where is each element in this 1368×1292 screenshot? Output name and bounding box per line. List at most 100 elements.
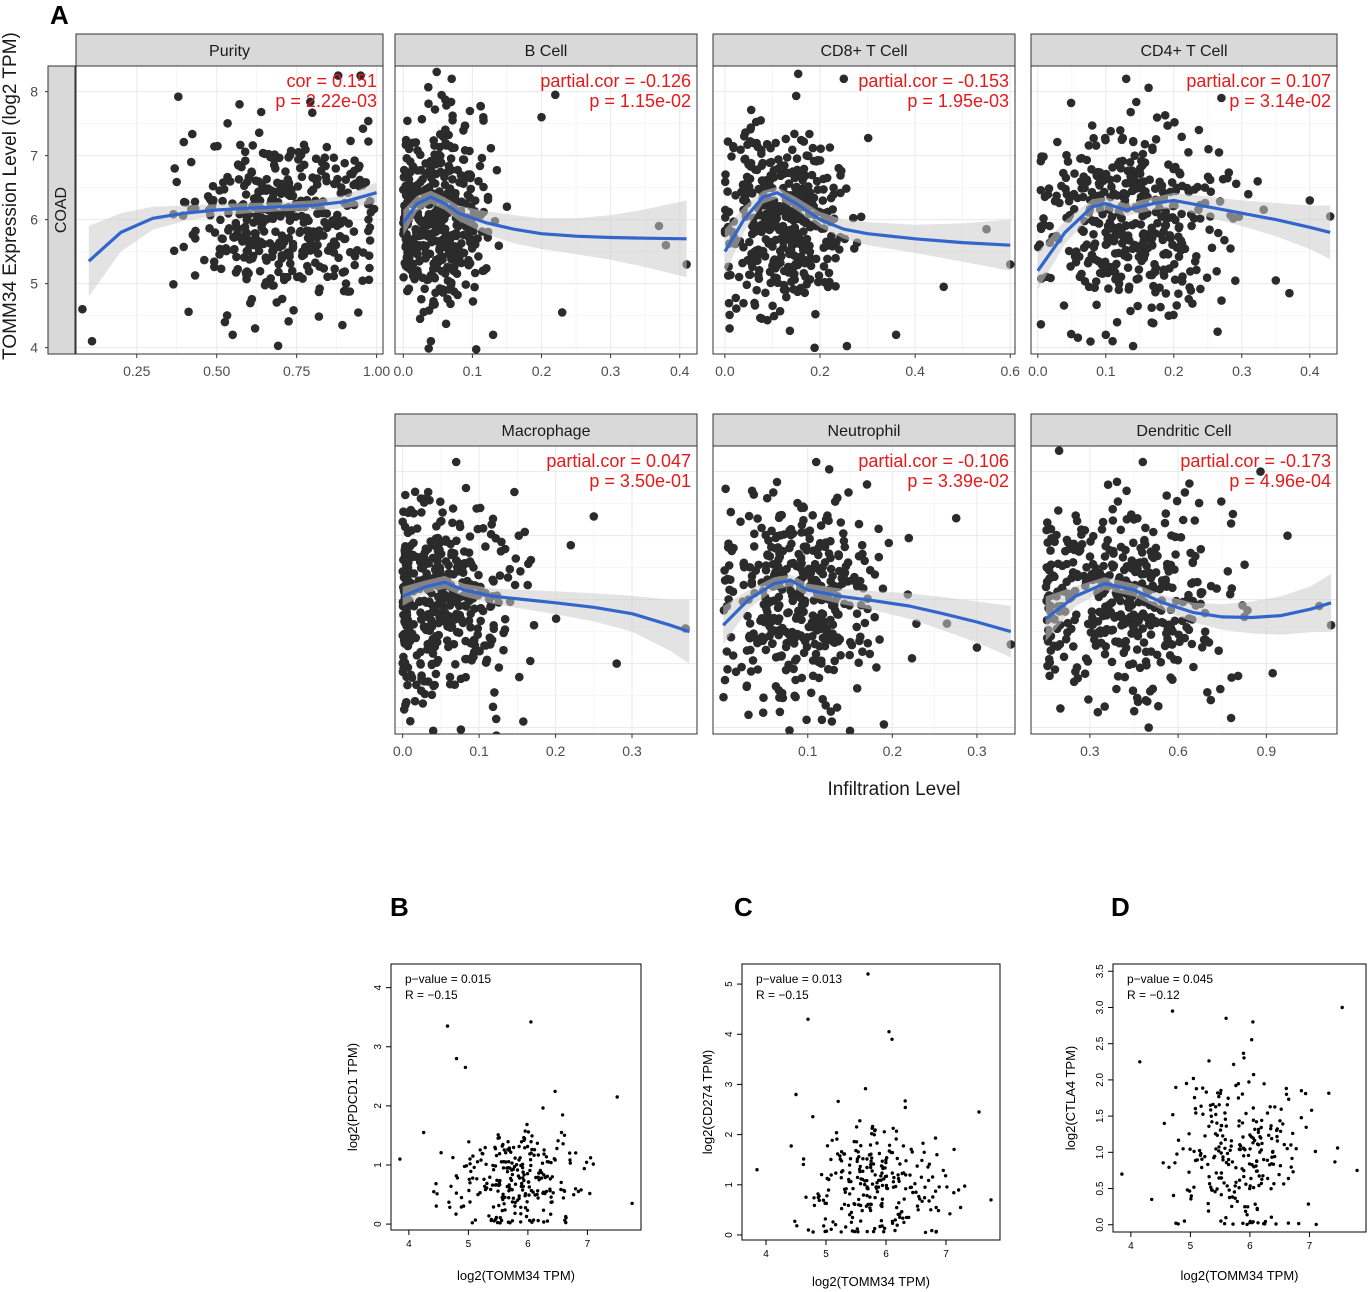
data-point	[891, 1185, 896, 1189]
data-point	[517, 1158, 521, 1162]
data-point	[1229, 1139, 1234, 1143]
data-point	[365, 263, 374, 273]
data-point	[1182, 1219, 1187, 1223]
data-point	[1041, 582, 1051, 592]
y-tick-label: 8	[30, 84, 38, 100]
data-point	[1275, 1134, 1279, 1139]
data-point	[1082, 563, 1091, 572]
data-point	[761, 530, 770, 540]
data-point	[576, 1189, 581, 1194]
data-point	[568, 1161, 572, 1165]
data-point	[785, 543, 794, 553]
data-point	[419, 677, 429, 686]
x-tick-label: 7	[943, 1249, 949, 1260]
data-point	[359, 248, 368, 257]
data-point	[1269, 1215, 1274, 1219]
data-point	[431, 669, 441, 679]
data-point	[615, 1095, 619, 1099]
data-point	[749, 227, 759, 237]
data-point	[1188, 1147, 1192, 1151]
data-point	[1189, 662, 1198, 672]
data-point	[1039, 214, 1048, 223]
data-point	[1161, 509, 1171, 518]
data-point	[1254, 1164, 1258, 1168]
data-point	[1278, 1119, 1282, 1123]
data-point	[891, 1180, 896, 1184]
data-point	[880, 1171, 884, 1175]
data-point	[530, 1220, 534, 1224]
data-point	[295, 163, 305, 173]
data-point	[523, 1146, 527, 1150]
data-point	[1219, 1141, 1223, 1145]
data-point	[399, 652, 408, 662]
x-tick-label: 0.2	[810, 363, 830, 379]
data-point	[854, 658, 863, 667]
smooth-line	[1044, 581, 1332, 621]
data-point	[584, 1160, 589, 1165]
data-point	[522, 1135, 526, 1140]
data-point	[1159, 618, 1168, 628]
data-point	[1270, 1155, 1274, 1159]
x-tick-label: 0.3	[967, 743, 987, 759]
data-point	[1241, 1221, 1245, 1226]
x-tick-label: 0.3	[1080, 743, 1100, 759]
smooth-line	[723, 191, 1011, 253]
data-point	[863, 1087, 868, 1091]
data-point	[1214, 148, 1224, 157]
data-point	[479, 1158, 483, 1162]
data-point	[852, 684, 862, 693]
data-point	[1257, 1183, 1261, 1188]
data-point	[267, 186, 276, 195]
data-point	[1218, 1091, 1223, 1096]
data-point	[1355, 1168, 1359, 1173]
data-point	[1147, 223, 1156, 233]
p-value-label: p = 3.50e-01	[589, 471, 691, 491]
data-point	[417, 114, 427, 124]
data-point	[811, 309, 820, 319]
data-point	[418, 699, 428, 708]
data-point	[943, 1174, 948, 1178]
data-point	[1209, 1185, 1213, 1189]
data-point	[1108, 336, 1117, 346]
data-point	[300, 246, 309, 255]
data-point	[1205, 225, 1214, 234]
data-point	[287, 266, 297, 276]
data-point	[1241, 1146, 1246, 1151]
data-point	[908, 1173, 912, 1177]
data-point	[764, 239, 773, 248]
data-point	[850, 1229, 855, 1233]
data-point	[1062, 190, 1072, 199]
data-point	[1234, 1083, 1238, 1088]
data-point	[1122, 231, 1132, 241]
data-point	[818, 196, 828, 205]
correlation-label: cor = 0.151	[286, 71, 377, 91]
data-point	[1194, 125, 1204, 135]
data-point	[1273, 1154, 1277, 1159]
data-point	[459, 230, 468, 240]
x-axis-label: log2(TOMM34 TPM)	[1181, 1268, 1299, 1283]
data-point	[1100, 702, 1109, 711]
data-point	[1225, 1151, 1230, 1156]
data-point	[481, 1152, 485, 1156]
data-point	[1279, 1107, 1283, 1111]
data-point	[963, 1184, 967, 1188]
data-point	[1066, 98, 1076, 108]
data-point	[470, 641, 480, 650]
data-point	[804, 564, 814, 574]
data-point	[1134, 274, 1143, 283]
data-point	[1084, 282, 1094, 292]
data-point	[1200, 1157, 1204, 1161]
data-point	[1117, 239, 1127, 248]
y-tick-label: 2	[373, 1103, 384, 1109]
smooth-line	[401, 580, 690, 634]
data-point	[1242, 1174, 1246, 1179]
data-point	[1314, 1222, 1318, 1227]
data-point	[857, 1197, 861, 1202]
data-point	[1291, 1170, 1295, 1174]
x-tick-label: 0.6	[1001, 363, 1021, 379]
data-point	[437, 516, 446, 526]
data-point	[1046, 524, 1056, 534]
data-point	[1187, 221, 1196, 231]
data-point	[772, 477, 782, 487]
data-point	[489, 577, 498, 586]
